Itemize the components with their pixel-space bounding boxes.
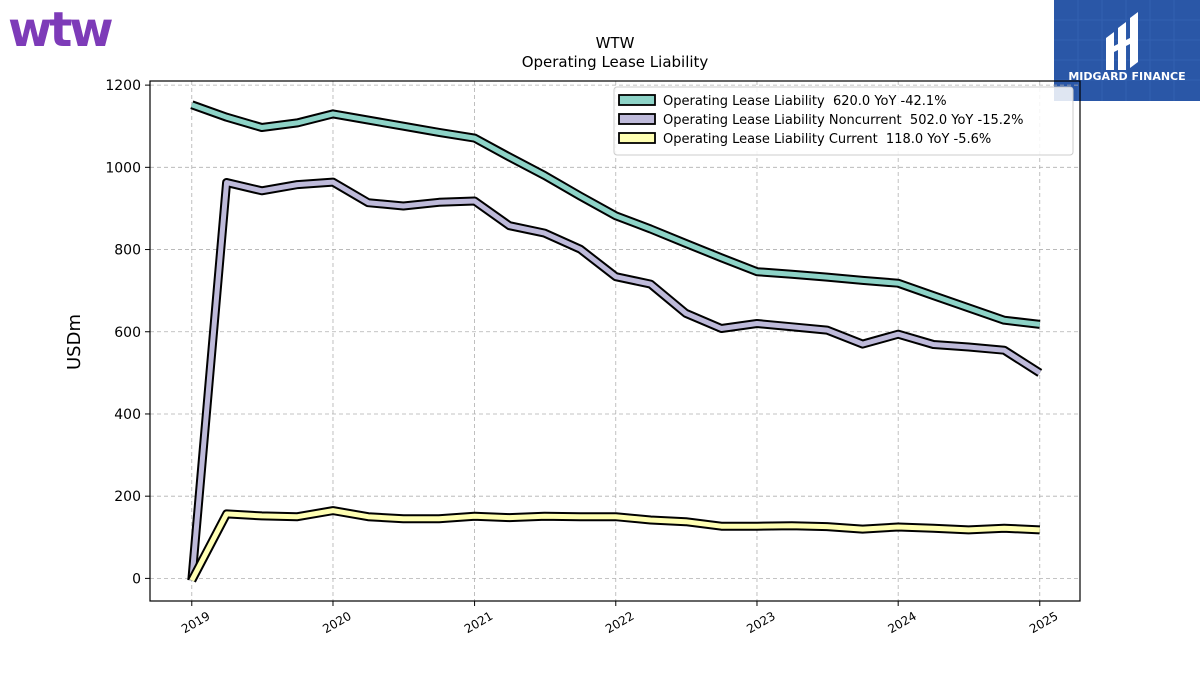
legend-item: Operating Lease Liability 620.0 YoY -42.… xyxy=(618,94,947,109)
y-tick-label: 1000 xyxy=(105,160,141,176)
midgard-emblem-icon xyxy=(1106,12,1138,70)
y-tick-label: 0 xyxy=(132,571,141,587)
legend-label: Operating Lease Liability Noncurrent 502… xyxy=(663,113,1024,128)
legend-swatch xyxy=(618,132,656,144)
y-tick-label: 200 xyxy=(114,489,141,505)
series-stroke xyxy=(189,508,1040,582)
x-tick-label: 2023 xyxy=(744,609,777,636)
series-stroke xyxy=(189,179,1042,581)
series-stroke xyxy=(190,102,1041,327)
legend-item: Operating Lease Liability Noncurrent 502… xyxy=(618,113,1024,128)
series-line-1 xyxy=(190,100,1041,329)
y-axis-label: USDm xyxy=(64,314,85,370)
legend-swatch xyxy=(618,113,656,125)
legend-item: Operating Lease Liability Current 118.0 … xyxy=(618,132,991,147)
midgard-finance-logo: MIDGARD FINANCE xyxy=(1054,0,1200,101)
wtw-logo-text: wtw xyxy=(8,4,112,54)
x-tick-label: 2020 xyxy=(320,609,353,636)
x-tick-label: 2022 xyxy=(603,609,636,636)
y-tick-label: 1200 xyxy=(105,78,141,94)
series-line-3 xyxy=(187,506,1041,583)
series-line-2 xyxy=(187,177,1043,581)
midgard-logo-text: MIDGARD FINANCE xyxy=(1068,70,1185,83)
legend: Operating Lease Liability 620.0 YoY -42.… xyxy=(613,86,1074,156)
x-tick-label: 2019 xyxy=(179,609,212,636)
plot-frame xyxy=(149,80,1081,602)
y-tick-label: 800 xyxy=(114,243,141,259)
x-tick-label: 2021 xyxy=(462,609,495,636)
y-tick-label: 600 xyxy=(114,325,141,341)
legend-box xyxy=(613,86,1074,156)
chart-subtitle: Operating Lease Liability xyxy=(522,53,709,71)
legend-swatch xyxy=(618,94,656,106)
x-tick-label: 2025 xyxy=(1027,609,1060,636)
x-tick-label: 2024 xyxy=(885,609,918,636)
wtw-logo: wtw xyxy=(8,4,115,54)
legend-label: Operating Lease Liability Current 118.0 … xyxy=(663,132,991,147)
legend-label: Operating Lease Liability 620.0 YoY -42.… xyxy=(663,94,947,109)
chart-title: WTW xyxy=(596,34,635,52)
y-tick-label: 400 xyxy=(114,407,141,423)
